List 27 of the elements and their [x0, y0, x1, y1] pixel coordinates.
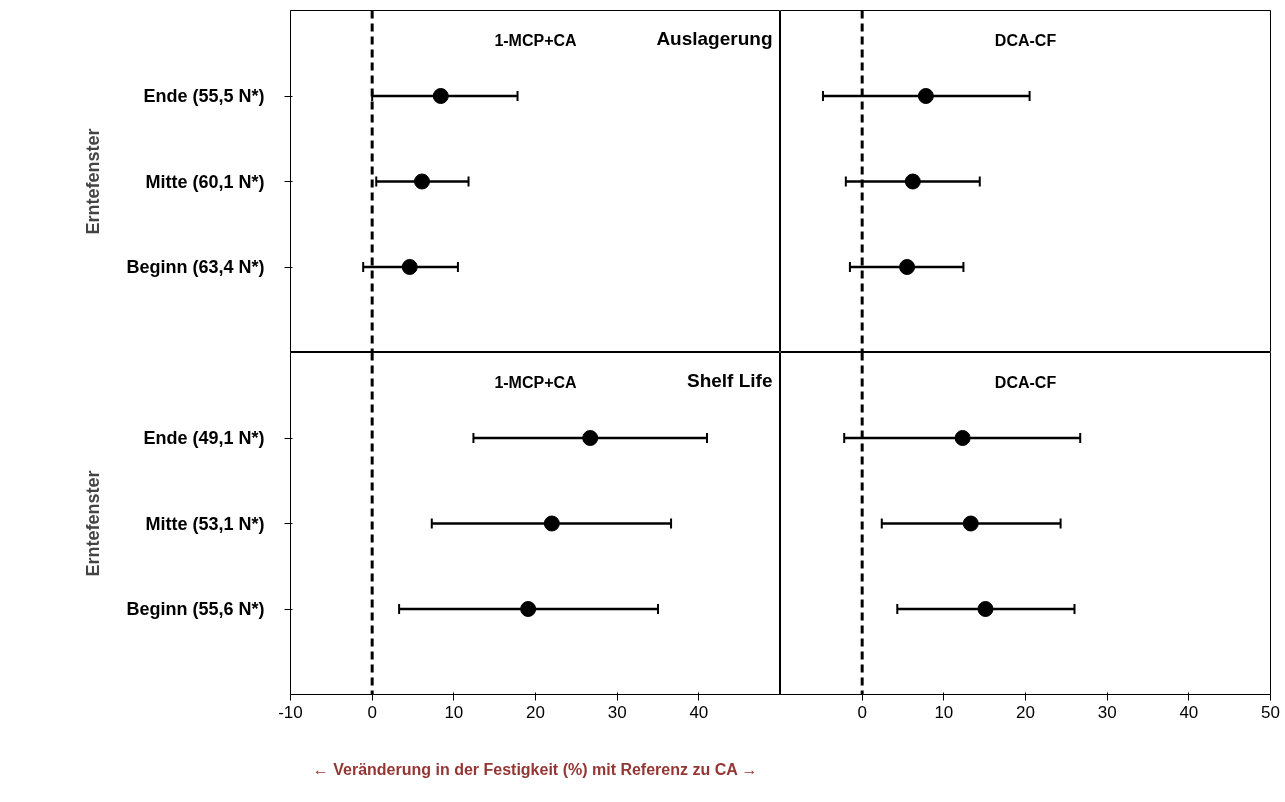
y-tick-label: Mitte (53,1 N*): [145, 513, 265, 534]
x-tick-label: 50: [1261, 702, 1280, 722]
y-tick-label: Ende (49,1 N*): [143, 428, 265, 448]
x-tick-label: 0: [367, 702, 377, 722]
x-tick-label: 30: [1097, 702, 1117, 722]
annotation: Shelf Life: [686, 369, 773, 391]
x-tick-label: 20: [526, 702, 545, 722]
y-tick-label: Beginn (55,6 N*): [126, 599, 265, 619]
x-tick-label: 10: [444, 702, 464, 722]
x-axis-title: ← Veränderung in der Festigkeit (%) mit Referenz zu CA →: [312, 760, 758, 778]
x-tick-label: 10: [934, 702, 954, 722]
x-tick-label: 40: [689, 702, 709, 722]
x-tick-label: -10: [278, 702, 303, 722]
x-tick-label: 40: [1179, 702, 1199, 722]
text: 1-MCP+CA: [494, 373, 578, 391]
text: DCA-CF: [994, 373, 1057, 391]
text: DCA-CF: [994, 31, 1057, 49]
y-tick-label: Ende (55,5 N*): [143, 86, 265, 106]
x-tick-label: 20: [1016, 702, 1035, 722]
y-tick-label: Beginn (63,4 N*): [126, 257, 265, 277]
x-tick-label: 0: [857, 702, 867, 722]
annotation: Auslagerung: [656, 27, 773, 49]
text: 1-MCP+CA: [494, 31, 578, 49]
y-tick-label: Mitte (60,1 N*): [145, 171, 265, 192]
x-tick-label: 30: [607, 702, 627, 722]
y-axis-title: Erntefenster: [83, 470, 104, 577]
y-axis-title: Erntefenster: [83, 128, 104, 235]
